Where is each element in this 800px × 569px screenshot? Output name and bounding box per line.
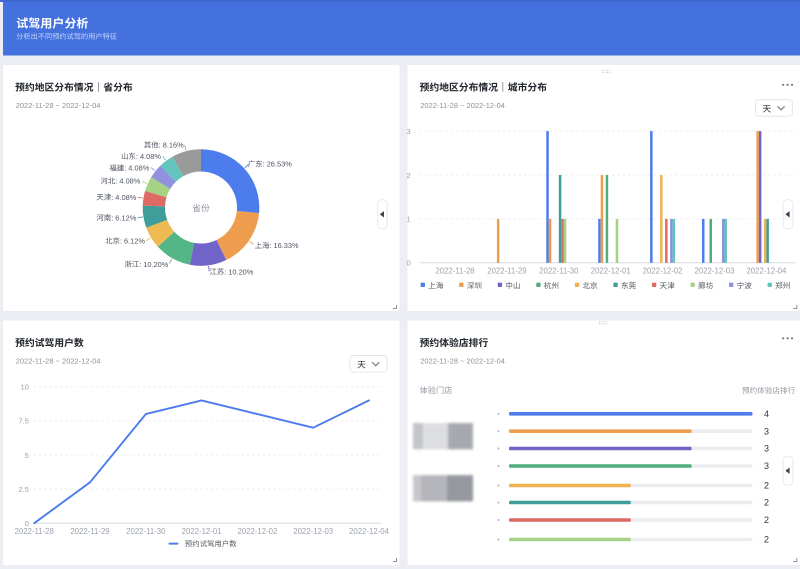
svg-text:10: 10 — [20, 383, 28, 392]
svg-text:2022-11-28 ~ 2022-12-04: 2022-11-28 ~ 2022-12-04 — [420, 357, 505, 366]
svg-text:: 26.53%: : 26.53% — [263, 160, 293, 169]
svg-text:: 4.08%: : 4.08% — [124, 164, 149, 173]
svg-text:3: 3 — [406, 127, 410, 136]
svg-text:2022-11-28 ~ 2022-12-04: 2022-11-28 ~ 2022-12-04 — [420, 101, 505, 110]
svg-text:5: 5 — [25, 451, 29, 460]
svg-text:2022-12-03: 2022-12-03 — [293, 527, 333, 536]
svg-text:7.5: 7.5 — [18, 417, 29, 426]
svg-text:3: 3 — [764, 444, 769, 454]
svg-text:2: 2 — [764, 535, 769, 545]
svg-text:2022-11-28: 2022-11-28 — [435, 267, 474, 276]
svg-text:: 6.12%: : 6.12% — [120, 236, 145, 245]
svg-text:2022-12-03: 2022-12-03 — [695, 267, 735, 276]
svg-text:2022-11-30: 2022-11-30 — [539, 267, 579, 276]
svg-text:: 4.08%: : 4.08% — [115, 177, 140, 186]
svg-text:0: 0 — [25, 519, 29, 528]
svg-text:2: 2 — [764, 498, 769, 508]
svg-text:2022-11-30: 2022-11-30 — [126, 527, 166, 536]
svg-text:: 10.20%: : 10.20% — [139, 260, 169, 269]
svg-text:2022-11-28 ~ 2022-12-04: 2022-11-28 ~ 2022-12-04 — [16, 101, 101, 110]
svg-text:2022-12-04: 2022-12-04 — [349, 527, 390, 536]
svg-text:2022-11-29: 2022-11-29 — [70, 527, 109, 536]
svg-text:2022-11-28: 2022-11-28 — [15, 527, 54, 536]
svg-text:4: 4 — [764, 409, 769, 419]
svg-text:3: 3 — [764, 426, 769, 436]
svg-text:2.5: 2.5 — [18, 485, 29, 494]
svg-text:: 4.08%: : 4.08% — [136, 152, 161, 161]
svg-text:3: 3 — [764, 461, 769, 471]
svg-text:2022-12-04: 2022-12-04 — [746, 267, 787, 276]
svg-text:: 8.16%: : 8.16% — [159, 141, 184, 150]
svg-text:: 6.12%: : 6.12% — [111, 213, 136, 222]
svg-text:1: 1 — [406, 215, 410, 224]
svg-text:2: 2 — [764, 515, 769, 525]
svg-text:2022-11-29: 2022-11-29 — [487, 267, 526, 276]
svg-text:0: 0 — [406, 259, 410, 268]
svg-text:2022-11-28 ~ 2022-12-04: 2022-11-28 ~ 2022-12-04 — [16, 357, 101, 366]
svg-text:2: 2 — [406, 171, 410, 180]
svg-text:: 16.33%: : 16.33% — [269, 241, 299, 250]
svg-text:: 4.08%: : 4.08% — [111, 193, 136, 202]
svg-text:: 10.20%: : 10.20% — [224, 267, 254, 276]
svg-text:2022-12-02: 2022-12-02 — [237, 527, 277, 536]
svg-text:2022-12-02: 2022-12-02 — [643, 267, 683, 276]
svg-text:2022-12-01: 2022-12-01 — [182, 527, 222, 536]
svg-text:2: 2 — [764, 481, 769, 491]
svg-text:2022-12-01: 2022-12-01 — [591, 267, 631, 276]
